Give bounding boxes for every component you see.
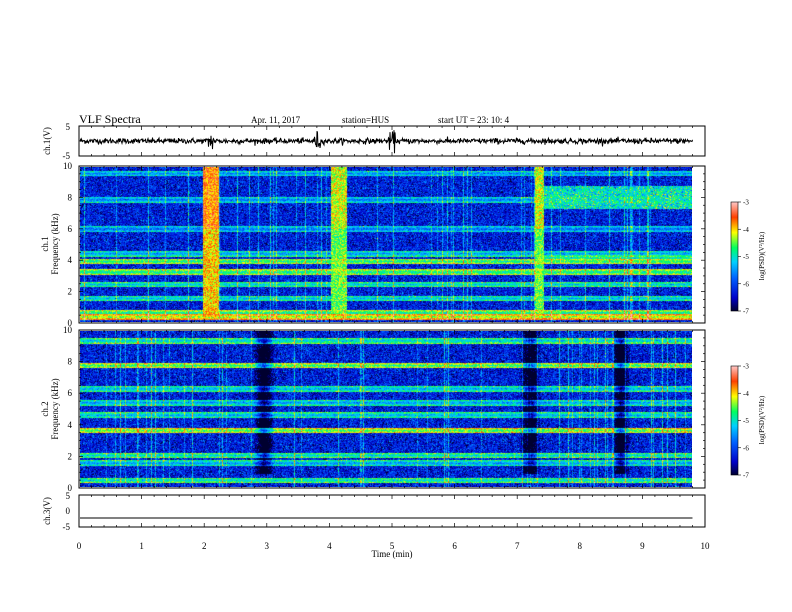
x-tick-label: 1 [139, 541, 144, 551]
ch1-waveform-trace [79, 130, 693, 154]
colorbar-tick-label: -7 [743, 472, 749, 480]
ch3-waveform-ylabel: ch.3(V) [42, 497, 52, 525]
ch3-ytick-bottom: -5 [63, 522, 71, 532]
ch1-waveform-ylabel: ch.1(V) [42, 127, 52, 155]
colorbar-ch1-gradient [730, 201, 739, 312]
colorbar-ch2-label: log(PSD)(V²/Hz) [758, 395, 766, 444]
y-tick-label: 2 [68, 451, 73, 461]
x-tick-label: 7 [515, 541, 520, 551]
y-tick-label: 2 [68, 287, 73, 297]
y-tick-label: 10 [63, 161, 73, 171]
colorbar-ch1-label: log(PSD)(V²/Hz) [758, 231, 766, 280]
colorbar-tick-label: -5 [743, 253, 749, 261]
y-tick-label: 10 [63, 325, 73, 335]
x-axis-label: Time (min) [372, 549, 413, 559]
ch1-ytick-bottom: -5 [63, 151, 71, 161]
y-tick-label: 4 [68, 255, 73, 265]
y-tick-label: 6 [68, 388, 73, 398]
ch3-ytick-top: 5 [66, 491, 71, 501]
ch1-spectrogram-panel: 0 2 4 6 8 10 ch.1 Frequency (kHz) [40, 161, 706, 328]
x-tick-label: 4 [327, 541, 332, 551]
y-tick-label: 4 [68, 420, 73, 430]
ch2-spectrogram-image [80, 331, 692, 487]
colorbar-tick-label: -6 [743, 280, 749, 288]
ch3-waveform-panel: 5 0 -5 ch.3(V) [42, 491, 706, 532]
x-tick-label: 3 [265, 541, 270, 551]
ch2-spectrogram-panel: 0 2 4 6 8 10 ch.2 Frequency (kHz) [40, 325, 706, 493]
colorbar-tick-label: -7 [743, 308, 749, 316]
x-tick-label: 5 [390, 541, 395, 551]
x-tick-label: 6 [452, 541, 457, 551]
colorbar-tick-label: -3 [743, 363, 749, 371]
x-axis: 0 1 2 3 4 5 6 7 8 9 10 [77, 126, 710, 551]
colorbar-tick-label: -4 [743, 390, 749, 398]
colorbar-tick-label: -6 [743, 444, 749, 452]
ch2-frequency-ylabel: Frequency (kHz) [50, 378, 60, 439]
y-tick-label: 8 [68, 192, 73, 202]
chart-title: VLF Spectra [79, 112, 141, 126]
station-label: station=HUS [342, 115, 389, 125]
start-time-label: start UT = 23: 10: 4 [438, 115, 510, 125]
ch1-frequency-ylabel: Frequency (kHz) [50, 213, 60, 274]
ch3-waveform-frame [78, 494, 706, 528]
colorbar-ch1: -3 -4 -5 -6 -7 log(PSD)(V²/Hz) [730, 199, 766, 316]
y-tick-label: 8 [68, 357, 73, 367]
x-tick-label: 8 [578, 541, 583, 551]
x-tick-label: 0 [77, 541, 82, 551]
colorbar-ch2-gradient [730, 365, 739, 476]
colorbar-tick-label: -4 [743, 226, 749, 234]
y-tick-label: 0 [68, 318, 73, 328]
ch1-ytick-top: 5 [66, 122, 71, 132]
colorbar-ch2: -3 -4 -5 -6 -7 log(PSD)(V²/Hz) [730, 363, 766, 480]
ch2-channel-label: ch.2 [40, 401, 50, 416]
date-label: Apr. 11, 2017 [251, 115, 301, 125]
x-tick-label: 2 [202, 541, 207, 551]
ch1-spectrogram-image [80, 167, 692, 322]
x-tick-label: 9 [640, 541, 645, 551]
y-tick-label: 6 [68, 224, 73, 234]
ch1-channel-label: ch.1 [40, 236, 50, 251]
colorbar-tick-label: -3 [743, 199, 749, 207]
y-tick-label: 0 [68, 483, 73, 493]
x-tick-label: 10 [701, 541, 711, 551]
colorbar-tick-label: -5 [743, 417, 749, 425]
ch1-waveform-panel: 5 -5 ch.1(V) [42, 122, 706, 161]
ch3-ytick-middle: 0 [66, 506, 71, 516]
